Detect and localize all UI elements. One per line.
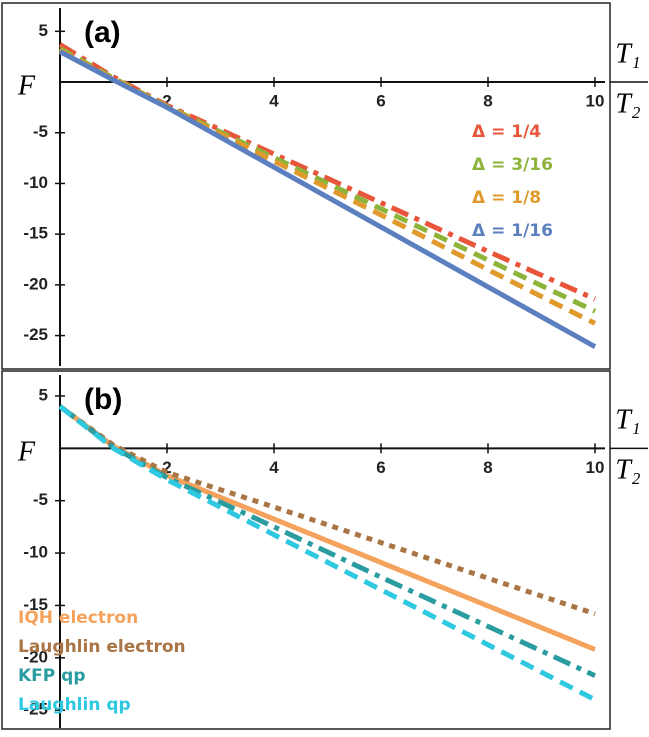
x-tick-label: 8 <box>483 458 492 477</box>
legend-entry: Δ = 1/8 <box>472 188 541 208</box>
y-tick-label: -10 <box>23 543 48 562</box>
y-tick-label: -25 <box>23 700 48 719</box>
x-label-denominator: T₂ <box>615 88 641 119</box>
legend-entry: IQH electron <box>18 608 138 628</box>
series-line <box>58 404 597 678</box>
series-line <box>58 49 597 349</box>
y-tick-label: -15 <box>23 595 48 614</box>
x-tick-label: 6 <box>376 458 385 477</box>
x-tick-label: 10 <box>586 92 605 111</box>
x-label-denominator: T₂ <box>615 455 641 486</box>
x-tick-label: 4 <box>269 92 279 111</box>
y-tick-label: -20 <box>23 274 48 293</box>
x-tick-label: 4 <box>269 458 279 477</box>
x-label-numerator: T₁ <box>615 405 640 436</box>
legend-entry: KFP qp <box>18 666 86 686</box>
series-line <box>58 404 597 702</box>
y-tick-label: -5 <box>33 490 48 509</box>
y-tick-label: -20 <box>23 647 48 666</box>
panel-frame <box>1 2 611 370</box>
legend-entry: Δ = 1/16 <box>472 221 553 241</box>
x-label-numerator: T₁ <box>615 38 640 69</box>
y-tick-label: 5 <box>39 21 48 40</box>
series-line <box>58 404 596 617</box>
y-axis-label: F <box>17 70 36 101</box>
x-tick-label: 6 <box>376 92 385 111</box>
y-tick-label: 5 <box>39 385 48 404</box>
legend-entry: Laughlin electron <box>18 637 186 657</box>
x-tick-label: 10 <box>586 458 605 477</box>
panel-label: (a) <box>84 16 121 49</box>
legend-entry: Δ = 3/16 <box>472 155 553 175</box>
panel-label: (b) <box>84 383 122 416</box>
x-tick-label: 2 <box>162 92 171 111</box>
panel-frame <box>1 370 611 730</box>
y-axis-label: F <box>17 437 36 468</box>
y-tick-label: -15 <box>23 224 48 243</box>
series-line <box>58 42 597 302</box>
legend-entry: Laughlin qp <box>18 695 131 715</box>
y-tick-label: -10 <box>23 173 48 192</box>
x-tick-label: 8 <box>483 92 492 111</box>
y-tick-label: -5 <box>33 122 48 141</box>
legend-entry: Δ = 1/4 <box>472 122 541 142</box>
x-tick-label: 2 <box>162 458 171 477</box>
series-line <box>58 404 596 652</box>
y-tick-label: -25 <box>23 325 48 344</box>
